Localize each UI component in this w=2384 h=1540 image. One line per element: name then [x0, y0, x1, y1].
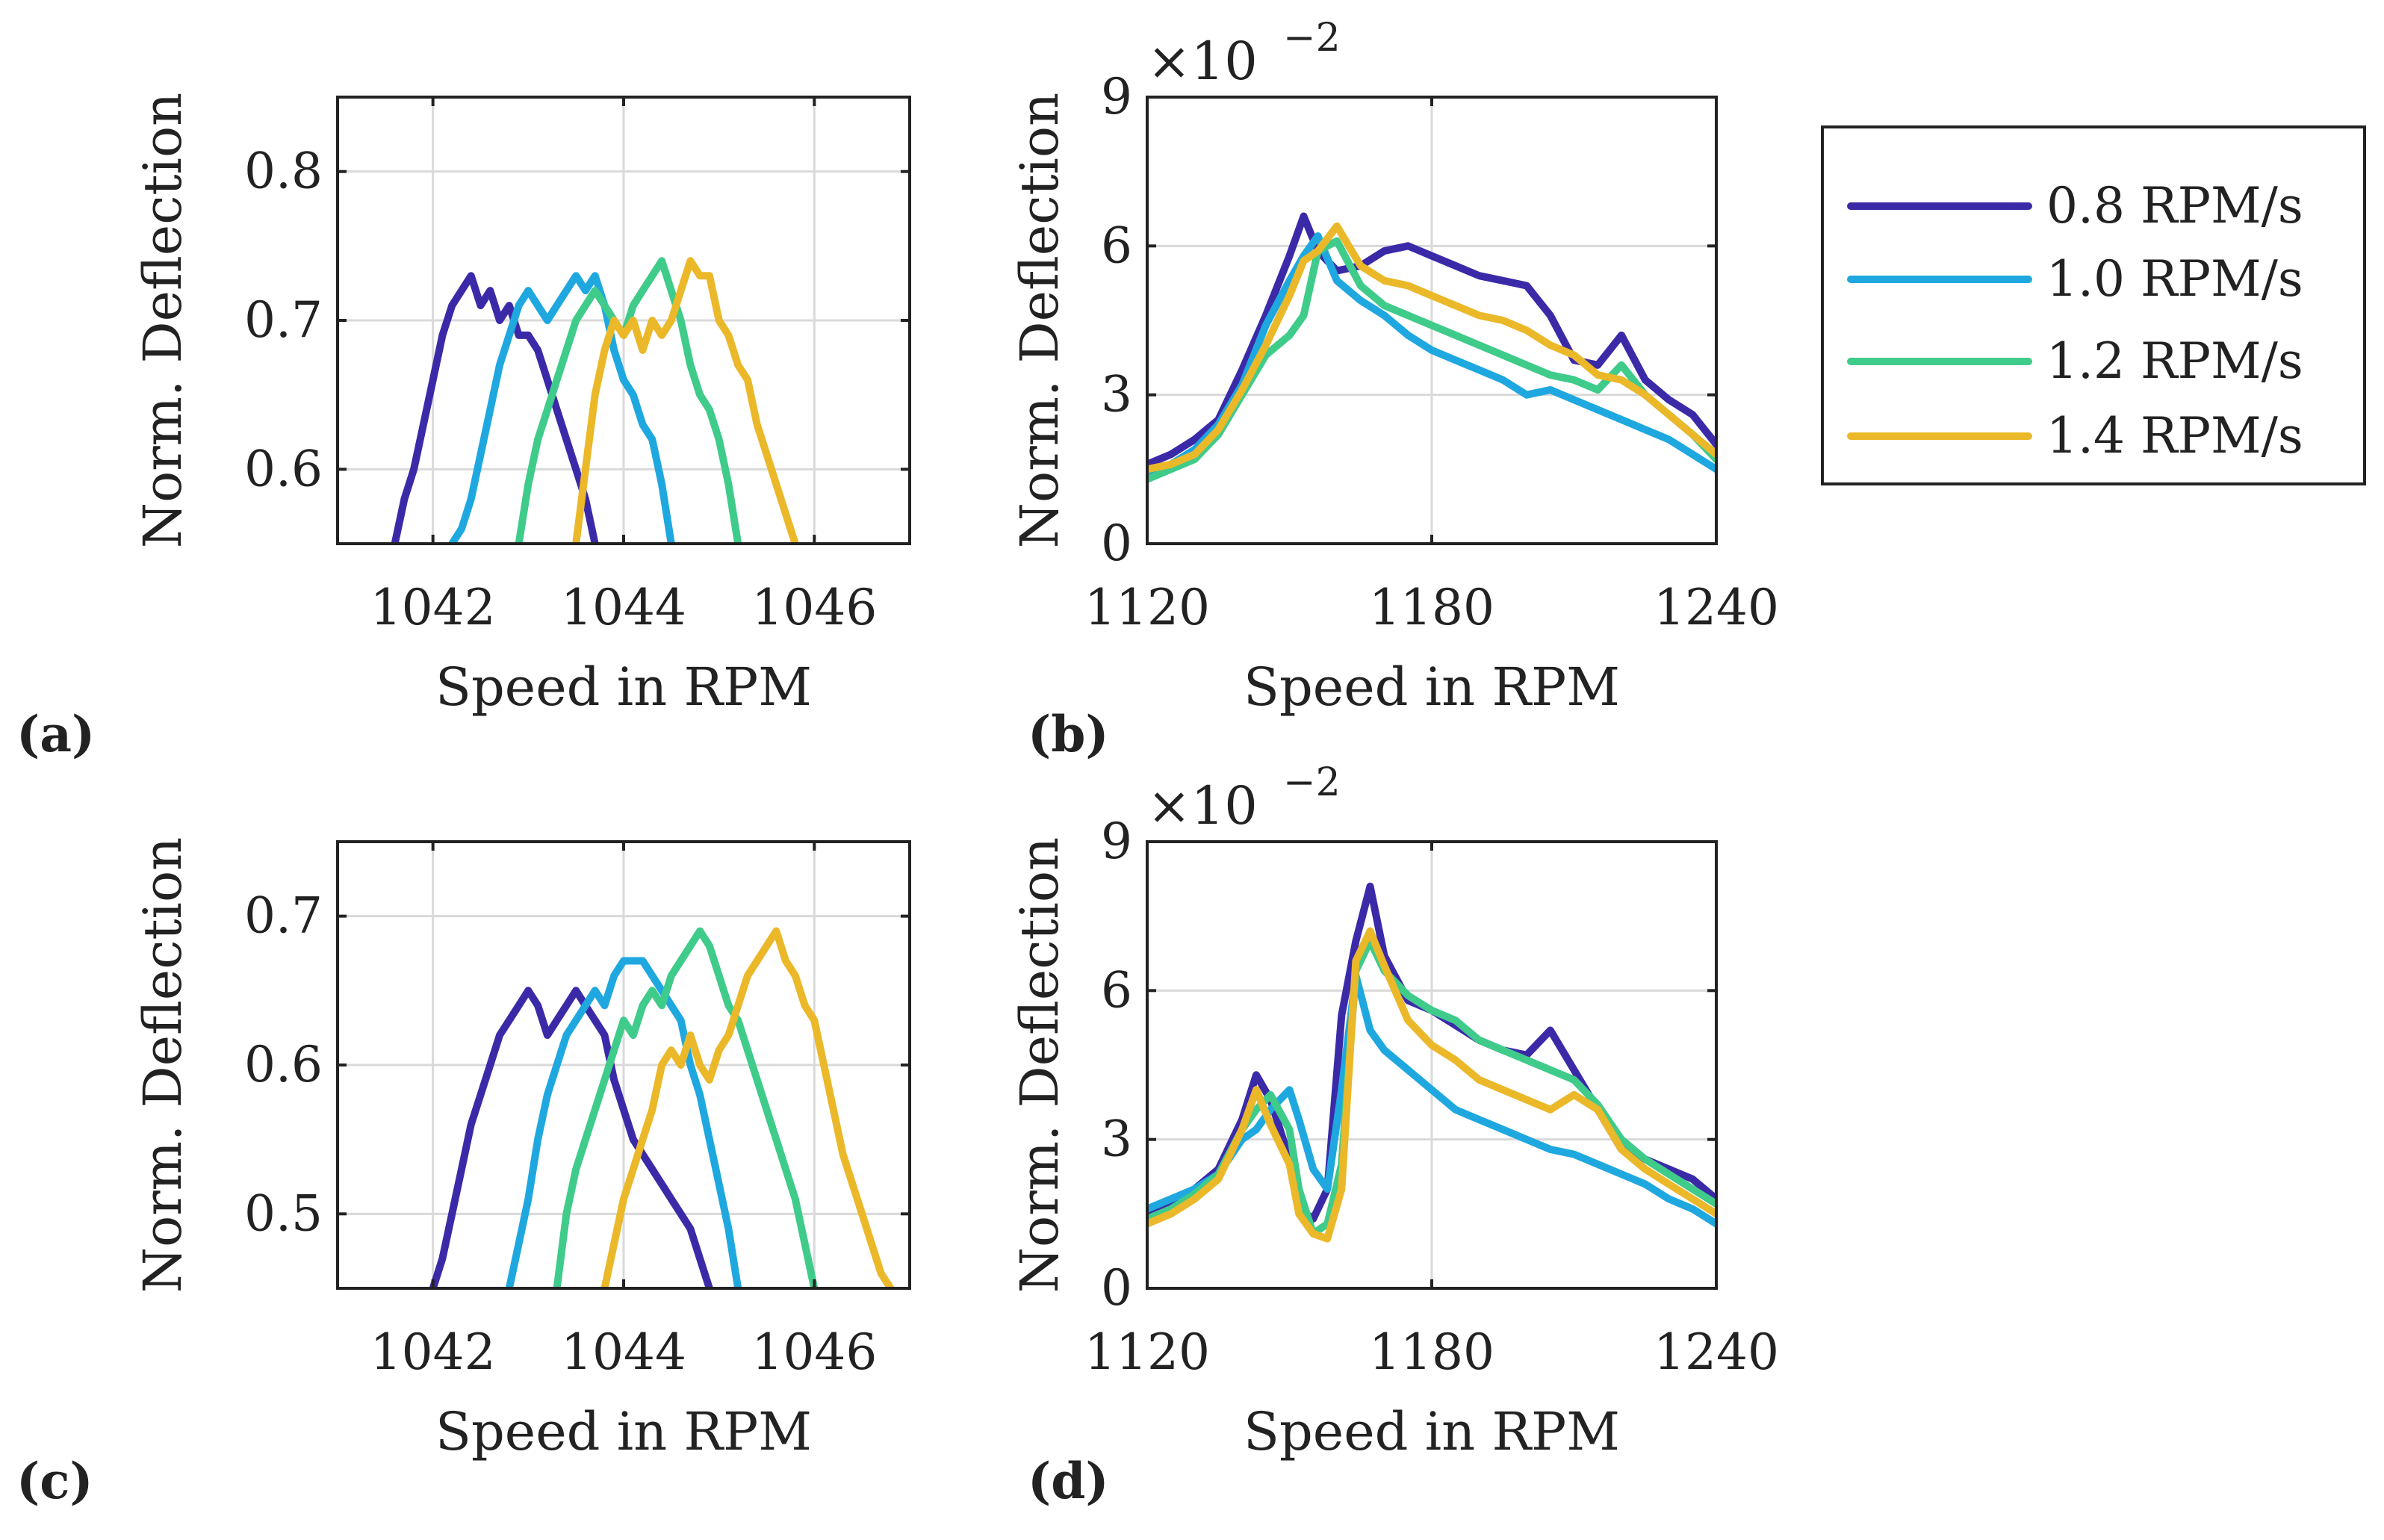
y-exponent-power: −2: [1283, 760, 1341, 805]
x-tick-label: 1042: [370, 579, 496, 636]
y-tick-label: 0.8: [244, 143, 323, 200]
x-tick-label: 1180: [1369, 1323, 1494, 1381]
y-tick-label: 0.6: [244, 1036, 323, 1093]
x-tick-label: 1180: [1369, 579, 1494, 636]
y-tick-label: 0.5: [244, 1185, 323, 1242]
series-group: [429, 927, 895, 1288]
y-tick-label: 9: [1101, 813, 1132, 870]
series-line-1-4-rpm-s: [1147, 927, 1716, 1243]
series-line-1-0-rpm-s: [1147, 972, 1716, 1228]
panels: 1042 1044 1046 0.6 0.7 0.8 Speed in RPM Norm. D…: [16, 16, 1779, 1510]
y-tick-label: 6: [1101, 961, 1132, 1019]
series-line-0-8-rpm-s: [429, 987, 713, 1288]
y-tick-label: 0.6: [244, 440, 323, 497]
panel-c: 1042 1044 1046 0.5 0.6 0.7 Speed in RPM Norm. D…: [16, 837, 911, 1510]
y-exponent-label: ×10: [1147, 775, 1258, 836]
y-axis-label: Norm. Deflection: [1009, 837, 1070, 1293]
x-tick-label: 1046: [751, 579, 877, 636]
panel-b: 1120 1180 1240 0 3 6 9 Speed in RPM Norm. Deflec…: [1009, 16, 1779, 763]
x-axis-label: Speed in RPM: [435, 1401, 812, 1462]
series-line-1-4-rpm-s: [1147, 222, 1716, 474]
y-tick-label: 0: [1101, 1259, 1132, 1317]
series-line-0-8-rpm-s: [1147, 212, 1716, 468]
y-exponent-power: −2: [1283, 16, 1341, 60]
series-line-0-8-rpm-s: [391, 272, 599, 544]
y-tick-label: 0.7: [244, 291, 323, 349]
legend-entry-1: 1.0 RPM/s: [2046, 250, 2303, 308]
y-axis-label: Norm. Deflection: [1009, 93, 1070, 548]
x-tick-label: 1120: [1084, 1323, 1210, 1381]
x-axis-label: Speed in RPM: [1244, 656, 1620, 718]
series-group: [1147, 212, 1716, 483]
legend-entry-0: 0.8 RPM/s: [2046, 177, 2303, 235]
panel-label: (c): [16, 1452, 93, 1510]
panel-label: (b): [1028, 705, 1109, 763]
x-axis-label: Speed in RPM: [1244, 1401, 1620, 1462]
x-tick-label: 1240: [1654, 579, 1779, 636]
panel-label: (d): [1028, 1452, 1109, 1510]
x-tick-label: 1046: [751, 1323, 877, 1381]
x-tick-label: 1044: [561, 1323, 686, 1381]
x-axis-label: Speed in RPM: [435, 656, 812, 718]
y-tick-label: 3: [1101, 1111, 1132, 1168]
panel-d: 1120 1180 1240 0 3 6 9 Speed in RPM Norm. Deflec…: [1009, 760, 1779, 1510]
panel-a: 1042 1044 1046 0.6 0.7 0.8 Speed in RPM Norm. D…: [16, 93, 911, 763]
y-exponent-label: ×10: [1147, 31, 1258, 92]
series-line-1-0-rpm-s: [448, 272, 675, 544]
y-axis-label: Norm. Deflection: [132, 93, 193, 548]
legend: 0.8 RPM/s 1.0 RPM/s 1.2 RPM/s 1.4 RPM/s: [1821, 125, 2366, 485]
series-line-1-2-rpm-s: [515, 257, 742, 544]
series-line-1-0-rpm-s: [505, 957, 742, 1288]
series-line-1-2-rpm-s: [553, 927, 819, 1288]
y-tick-label: 0: [1101, 515, 1132, 572]
y-tick-label: 6: [1101, 217, 1132, 274]
series-group: [1147, 882, 1716, 1243]
x-tick-label: 1240: [1654, 1323, 1779, 1381]
panel-label: (a): [16, 705, 95, 763]
x-tick-label: 1044: [561, 579, 686, 636]
legend-entry-3: 1.4 RPM/s: [2046, 407, 2303, 465]
series-group: [391, 257, 799, 544]
legend-entry-2: 1.2 RPM/s: [2046, 332, 2303, 390]
y-tick-label: 9: [1101, 68, 1132, 125]
x-tick-label: 1042: [370, 1323, 496, 1381]
y-tick-label: 0.7: [244, 887, 323, 945]
series-line-1-4-rpm-s: [600, 927, 895, 1288]
legend-box: [1821, 125, 2366, 485]
x-tick-label: 1120: [1084, 579, 1210, 636]
series-line-1-4-rpm-s: [572, 257, 799, 544]
y-axis-label: Norm. Deflection: [132, 837, 193, 1293]
y-tick-label: 3: [1101, 366, 1132, 423]
